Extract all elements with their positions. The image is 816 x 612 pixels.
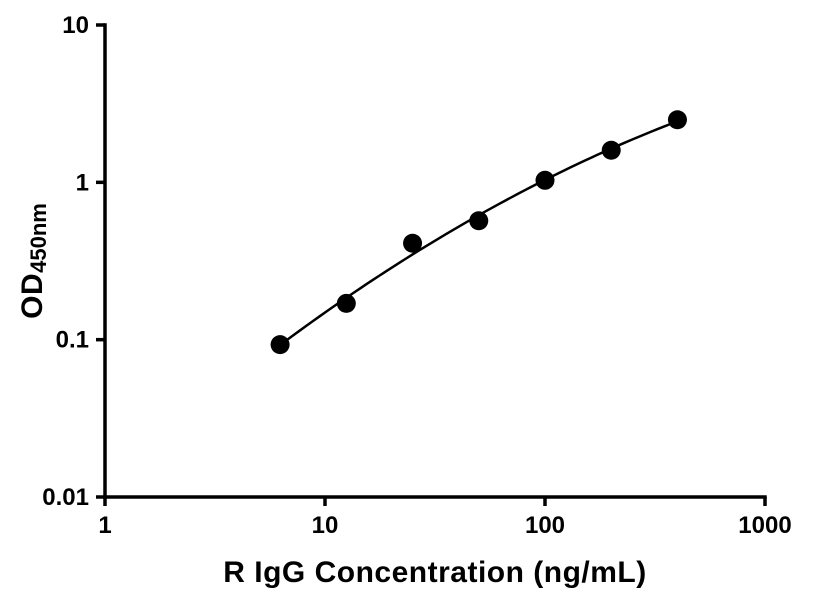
x-axis-tick-label: 10 [312, 512, 339, 539]
y-axis-title-subscript: 450nm [26, 203, 51, 273]
y-axis-tick-label: 10 [62, 12, 89, 39]
data-point [336, 293, 356, 313]
y-axis-tick-label: 1 [76, 169, 89, 196]
data-point [469, 211, 489, 231]
data-point [601, 140, 621, 160]
x-axis-tick-label: 100 [525, 512, 565, 539]
data-point [535, 170, 555, 190]
y-axis-tick-label: 0.01 [42, 484, 89, 511]
axes-spines [103, 23, 767, 499]
x-axis-tick-label: 1 [98, 512, 111, 539]
data-point [403, 233, 423, 253]
y-axis-tick-label: 0.1 [56, 327, 89, 354]
x-axis-title: R IgG Concentration (ng/mL) [223, 556, 647, 589]
data-point [667, 110, 687, 130]
y-axis-title: OD450nm [16, 203, 52, 319]
x-axis-tick-label: 1000 [738, 512, 791, 539]
y-axis-title-main: OD [16, 272, 49, 319]
data-point [270, 335, 290, 355]
